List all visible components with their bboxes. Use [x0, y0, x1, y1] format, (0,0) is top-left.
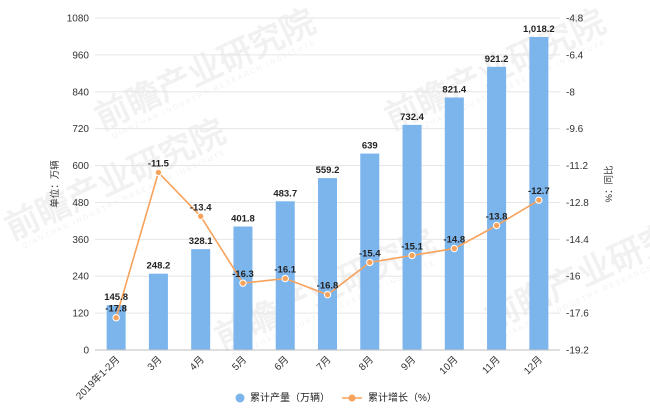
line-data-label: -13.8 [486, 212, 508, 223]
y-left-tick-label: 720 [72, 124, 89, 135]
legend-bar-label: 累计产量（万辆） [250, 391, 330, 404]
x-tick-label: 8月 [356, 354, 375, 373]
line-data-label: -16.3 [232, 269, 254, 280]
legend-bar-marker [235, 393, 245, 403]
y-left-tick-label: 840 [72, 87, 89, 98]
line-point [196, 212, 205, 220]
legend-line-dot [348, 394, 356, 402]
legend-line-label: 累计增长（%） [368, 391, 437, 404]
y-right-tick-label: -16 [566, 272, 581, 283]
line-point [535, 196, 543, 204]
y-right-tick-label: -12.8 [566, 198, 589, 209]
line-data-label: -14.8 [443, 235, 465, 246]
y-right-tick-label: -14.4 [566, 235, 589, 246]
line-data-label: -11.5 [148, 158, 170, 169]
line-point [239, 279, 247, 287]
y-right-tick-label: -6.4 [566, 50, 584, 61]
x-tick-label: 6月 [272, 354, 291, 373]
line-point [450, 244, 459, 253]
bar [191, 249, 211, 350]
line-data-label: -16.8 [317, 281, 339, 292]
bar-data-label: 328.1 [189, 236, 213, 247]
bar [444, 97, 464, 351]
bar-data-label: 248.2 [147, 261, 171, 272]
line-data-label: -15.1 [401, 241, 423, 252]
line-data-label: -16.1 [274, 265, 296, 276]
y-left-axis-title: 单位：万辆 [49, 160, 61, 208]
bar-data-label: 732.4 [400, 112, 424, 123]
y-right-tick-label: -9.6 [566, 124, 584, 135]
legend: 累计产量（万辆） 累计增长（%） [235, 391, 437, 404]
y-right-tick-label: -17.6 [566, 309, 589, 320]
line-point [366, 258, 374, 267]
x-tick-label: 2019年1-2月 [73, 353, 122, 402]
y-left-tick-label: 0 [83, 346, 89, 357]
y-right-tick-label: -4.8 [566, 14, 584, 25]
line-point [408, 251, 416, 260]
bar-data-label: 559.2 [316, 165, 340, 176]
bar [487, 66, 507, 351]
line-data-label: -17.8 [105, 304, 127, 315]
bar-data-label: 921.2 [485, 54, 509, 65]
y-right-tick-label: -19.2 [566, 346, 589, 357]
x-tick-label: 12月 [522, 354, 545, 377]
y-right-tick-label: -8 [566, 87, 575, 98]
bar-data-label: 483.7 [273, 188, 297, 199]
data-labels: 145.8 248.2 328.1 401.8 483.7 559.2 639 732.4 82… [104, 24, 554, 315]
x-tick-label: 7月 [314, 354, 333, 373]
y-right-axis-title: %：同比 [603, 166, 615, 203]
bar [529, 36, 549, 351]
bar [402, 124, 422, 350]
bar-series [106, 36, 549, 351]
bar [106, 305, 126, 350]
y-left-tick-label: 360 [72, 235, 89, 246]
x-tick-label: 11月 [480, 354, 503, 377]
x-tick-label: 10月 [437, 354, 460, 377]
y-left-tick-label: 1080 [67, 14, 90, 25]
y-left-tick-label: 600 [72, 161, 89, 172]
line-point [492, 221, 501, 230]
bar [148, 273, 168, 350]
line-data-label: -12.7 [528, 186, 550, 197]
x-tick-label: 3月 [145, 354, 164, 373]
y-right-tick-label: -11.2 [566, 161, 588, 172]
bar-data-label: 145.8 [104, 292, 128, 303]
line-point [281, 274, 289, 283]
y-left-tick-label: 240 [72, 272, 89, 283]
line-point [154, 168, 163, 177]
bar [317, 178, 338, 350]
line-series [112, 168, 543, 322]
bar-data-label: 1,018.2 [523, 24, 555, 35]
line-point [112, 314, 120, 322]
x-tick-label: 4月 [187, 354, 206, 373]
line-point [323, 290, 332, 299]
y-left-tick-label: 480 [72, 198, 89, 209]
line-data-label: -13.4 [190, 202, 212, 213]
bar [233, 226, 253, 350]
bar-data-label: 401.8 [231, 213, 255, 224]
y-left-tick-label: 960 [72, 50, 89, 61]
x-tick-label: 9月 [399, 354, 418, 373]
line-data-label: -15.4 [359, 248, 381, 259]
bar-data-label: 821.4 [442, 84, 466, 95]
bar [360, 153, 380, 350]
y-left-tick-label: 120 [72, 309, 89, 320]
bar-data-label: 639 [362, 141, 378, 152]
